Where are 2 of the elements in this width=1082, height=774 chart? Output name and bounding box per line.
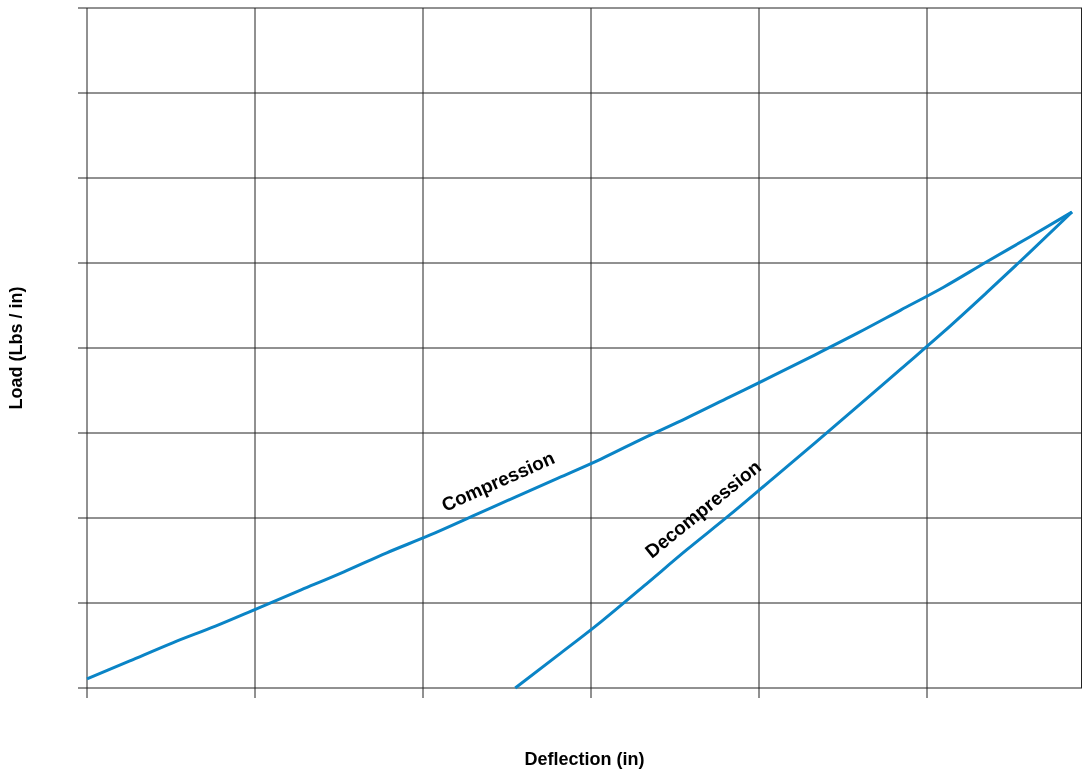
x-axis-title: Deflection (in) (524, 749, 645, 769)
y-axis-title: Load (Lbs / in) (6, 286, 26, 410)
